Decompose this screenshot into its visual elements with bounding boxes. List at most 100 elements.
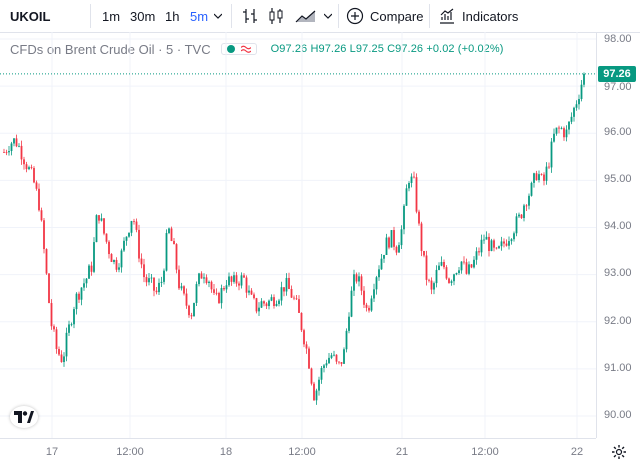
indicators-icon	[440, 8, 454, 24]
time-tick: 22	[570, 446, 584, 458]
candle-body	[408, 182, 410, 189]
ohlc-l-label: L	[349, 43, 356, 55]
ohlc-c-label: C	[387, 43, 396, 55]
candle-body	[540, 174, 543, 175]
timeframe-1m[interactable]: 1m	[102, 8, 121, 24]
timeframe-1h[interactable]: 1h	[165, 8, 180, 24]
indicators-button[interactable]: Indicators	[438, 0, 518, 32]
timeframe-5m[interactable]: 5m	[190, 8, 209, 24]
candle-body	[213, 289, 215, 293]
price-axis[interactable]	[596, 32, 640, 438]
candle-body	[45, 249, 48, 274]
candle-body	[580, 84, 583, 99]
plus-circle-icon	[346, 7, 364, 25]
candle-body	[510, 239, 513, 242]
candle-body	[205, 277, 208, 284]
candle-body	[528, 195, 530, 206]
candle-body	[228, 276, 230, 286]
candle-body	[130, 221, 133, 233]
open-value: 97.26	[279, 43, 308, 55]
candle-body	[285, 277, 288, 292]
bars-chart-type-icon[interactable]	[240, 0, 260, 32]
candle-body	[215, 292, 218, 294]
candle-body	[370, 298, 373, 311]
candle-body	[518, 214, 520, 217]
candle-body	[280, 287, 283, 301]
candle-body	[318, 379, 320, 391]
candle-body	[508, 241, 510, 246]
candle-body	[243, 275, 245, 278]
candle-body	[403, 205, 405, 230]
candle-body	[460, 261, 463, 271]
price-chart[interactable]	[0, 32, 640, 470]
candle-body	[358, 276, 360, 282]
candle-body	[380, 258, 383, 270]
chart-type-dropdown-chevron-icon[interactable]	[322, 0, 334, 32]
toolbar-divider	[90, 4, 91, 28]
top-toolbar: UKOIL 1m 30m 1h 5m Compare Indicators	[0, 0, 640, 33]
candle-body	[430, 280, 433, 290]
candle-body	[145, 277, 148, 283]
candle-body	[545, 166, 548, 181]
candle-body	[93, 242, 95, 272]
price-tick: 98.00	[604, 33, 632, 45]
candle-body	[250, 290, 253, 295]
candle-body	[38, 188, 40, 211]
legend-title: CFDs on Brent Crude Oil · 5 · TVC	[10, 41, 211, 57]
timeframe-30m[interactable]: 30m	[130, 8, 156, 24]
candle-body	[325, 363, 328, 366]
candle-body	[135, 221, 138, 230]
candle-body	[475, 251, 478, 260]
candle-body	[375, 277, 378, 290]
market-status-badge[interactable]	[220, 43, 257, 55]
candle-body	[133, 221, 135, 222]
candle-body	[390, 230, 393, 248]
candle-body	[310, 368, 313, 384]
chart-settings-gear-icon[interactable]	[608, 441, 630, 463]
candle-body	[193, 302, 195, 317]
candle-body	[360, 276, 363, 291]
candle-body	[218, 292, 220, 304]
candle-body	[443, 261, 445, 268]
candle-body	[305, 344, 308, 349]
candle-body	[275, 303, 278, 307]
candle-body	[363, 290, 365, 305]
candle-body	[263, 301, 265, 304]
candle-body	[33, 168, 35, 183]
candle-body	[558, 127, 560, 129]
candle-body	[43, 220, 45, 250]
candle-body	[23, 159, 25, 165]
candle-body	[553, 133, 555, 142]
candle-body	[470, 264, 473, 268]
candle-body	[113, 259, 115, 262]
candle-body	[200, 273, 203, 279]
candle-body	[480, 239, 483, 253]
candle-body	[25, 164, 28, 170]
candle-body	[195, 284, 198, 303]
candle-body	[203, 277, 205, 279]
candle-body	[455, 273, 458, 275]
candles-chart-type-icon[interactable]	[266, 0, 286, 32]
toolbar-divider	[429, 4, 430, 28]
candle-body	[308, 348, 310, 369]
candle-body	[383, 254, 385, 259]
candle-body	[180, 286, 183, 289]
candle-body	[283, 287, 285, 292]
area-chart-type-icon[interactable]	[294, 0, 318, 32]
symbol-search[interactable]: UKOIL	[10, 8, 51, 24]
tradingview-logo-icon[interactable]	[10, 406, 38, 428]
candle-body	[563, 128, 565, 138]
candle-body	[423, 250, 425, 256]
time-axis[interactable]	[0, 438, 596, 471]
candle-body	[555, 127, 558, 134]
candle-body	[53, 326, 55, 330]
compare-button[interactable]: Compare	[346, 0, 423, 32]
candle-body	[168, 228, 170, 234]
candle-body	[223, 288, 225, 290]
candle-body	[578, 98, 580, 105]
candle-body	[260, 301, 263, 308]
timeframe-dropdown-chevron-icon[interactable]	[212, 0, 224, 32]
candle-body	[463, 261, 465, 263]
candle-body	[413, 176, 415, 178]
candle-body	[483, 239, 485, 241]
